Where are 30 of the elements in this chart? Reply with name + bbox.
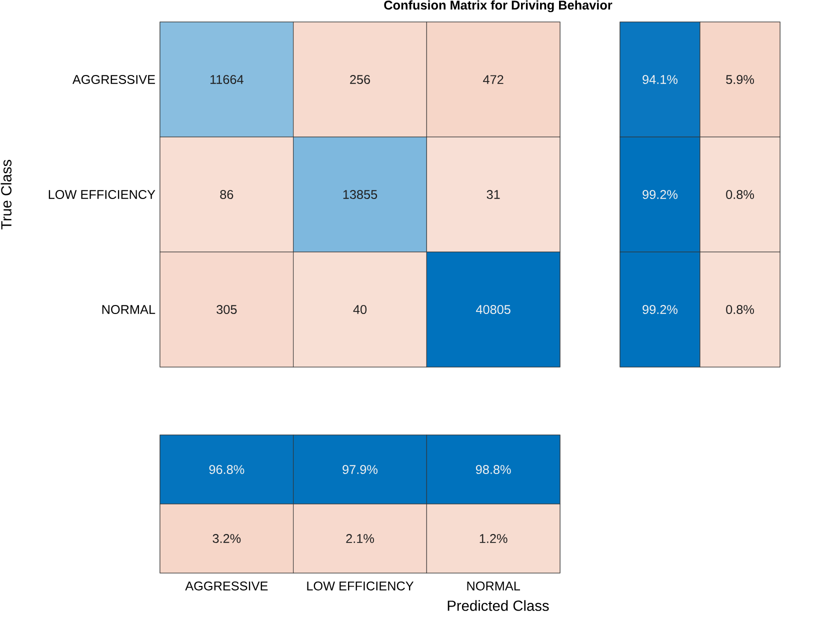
data-label: 0.8% <box>726 305 754 314</box>
data-label: 2.1% <box>346 534 374 543</box>
data-label: 86 <box>220 190 234 199</box>
x-tick-label: LOW EFFICIENCY <box>307 581 414 590</box>
data-label: 472 <box>483 75 504 84</box>
y-tick-label: AGGRESSIVE <box>72 75 155 84</box>
data-label: 3.2% <box>212 534 241 543</box>
data-label: 11664 <box>210 75 244 84</box>
data-label: 99.2% <box>642 190 678 199</box>
y-tick-label: NORMAL <box>102 305 156 314</box>
x-tick-label: NORMAL <box>467 581 520 590</box>
data-label: 31 <box>486 190 500 199</box>
data-label: 94.1% <box>642 75 678 84</box>
data-label: 13855 <box>343 190 378 199</box>
data-label: 96.8% <box>209 465 244 474</box>
data-label: 40 <box>353 305 367 314</box>
x-tick-label: AGGRESSIVE <box>185 581 268 590</box>
y-axis-title: True Class <box>0 160 12 230</box>
data-label: 97.9% <box>342 465 378 474</box>
x-axis-title: Predicted Class <box>448 600 549 611</box>
data-label: 305 <box>216 305 237 314</box>
data-label: 0.8% <box>726 190 754 199</box>
data-label: 5.9% <box>726 75 754 84</box>
data-label: 40805 <box>476 305 510 314</box>
data-label: 98.8% <box>476 465 511 474</box>
chart-title: Confusion Matrix for Driving Behavior <box>384 0 612 12</box>
y-tick-label: LOW EFFICIENCY <box>48 190 156 199</box>
data-label: 256 <box>350 75 370 84</box>
data-label: 99.2% <box>642 305 678 314</box>
data-label: 1.2% <box>480 534 508 543</box>
